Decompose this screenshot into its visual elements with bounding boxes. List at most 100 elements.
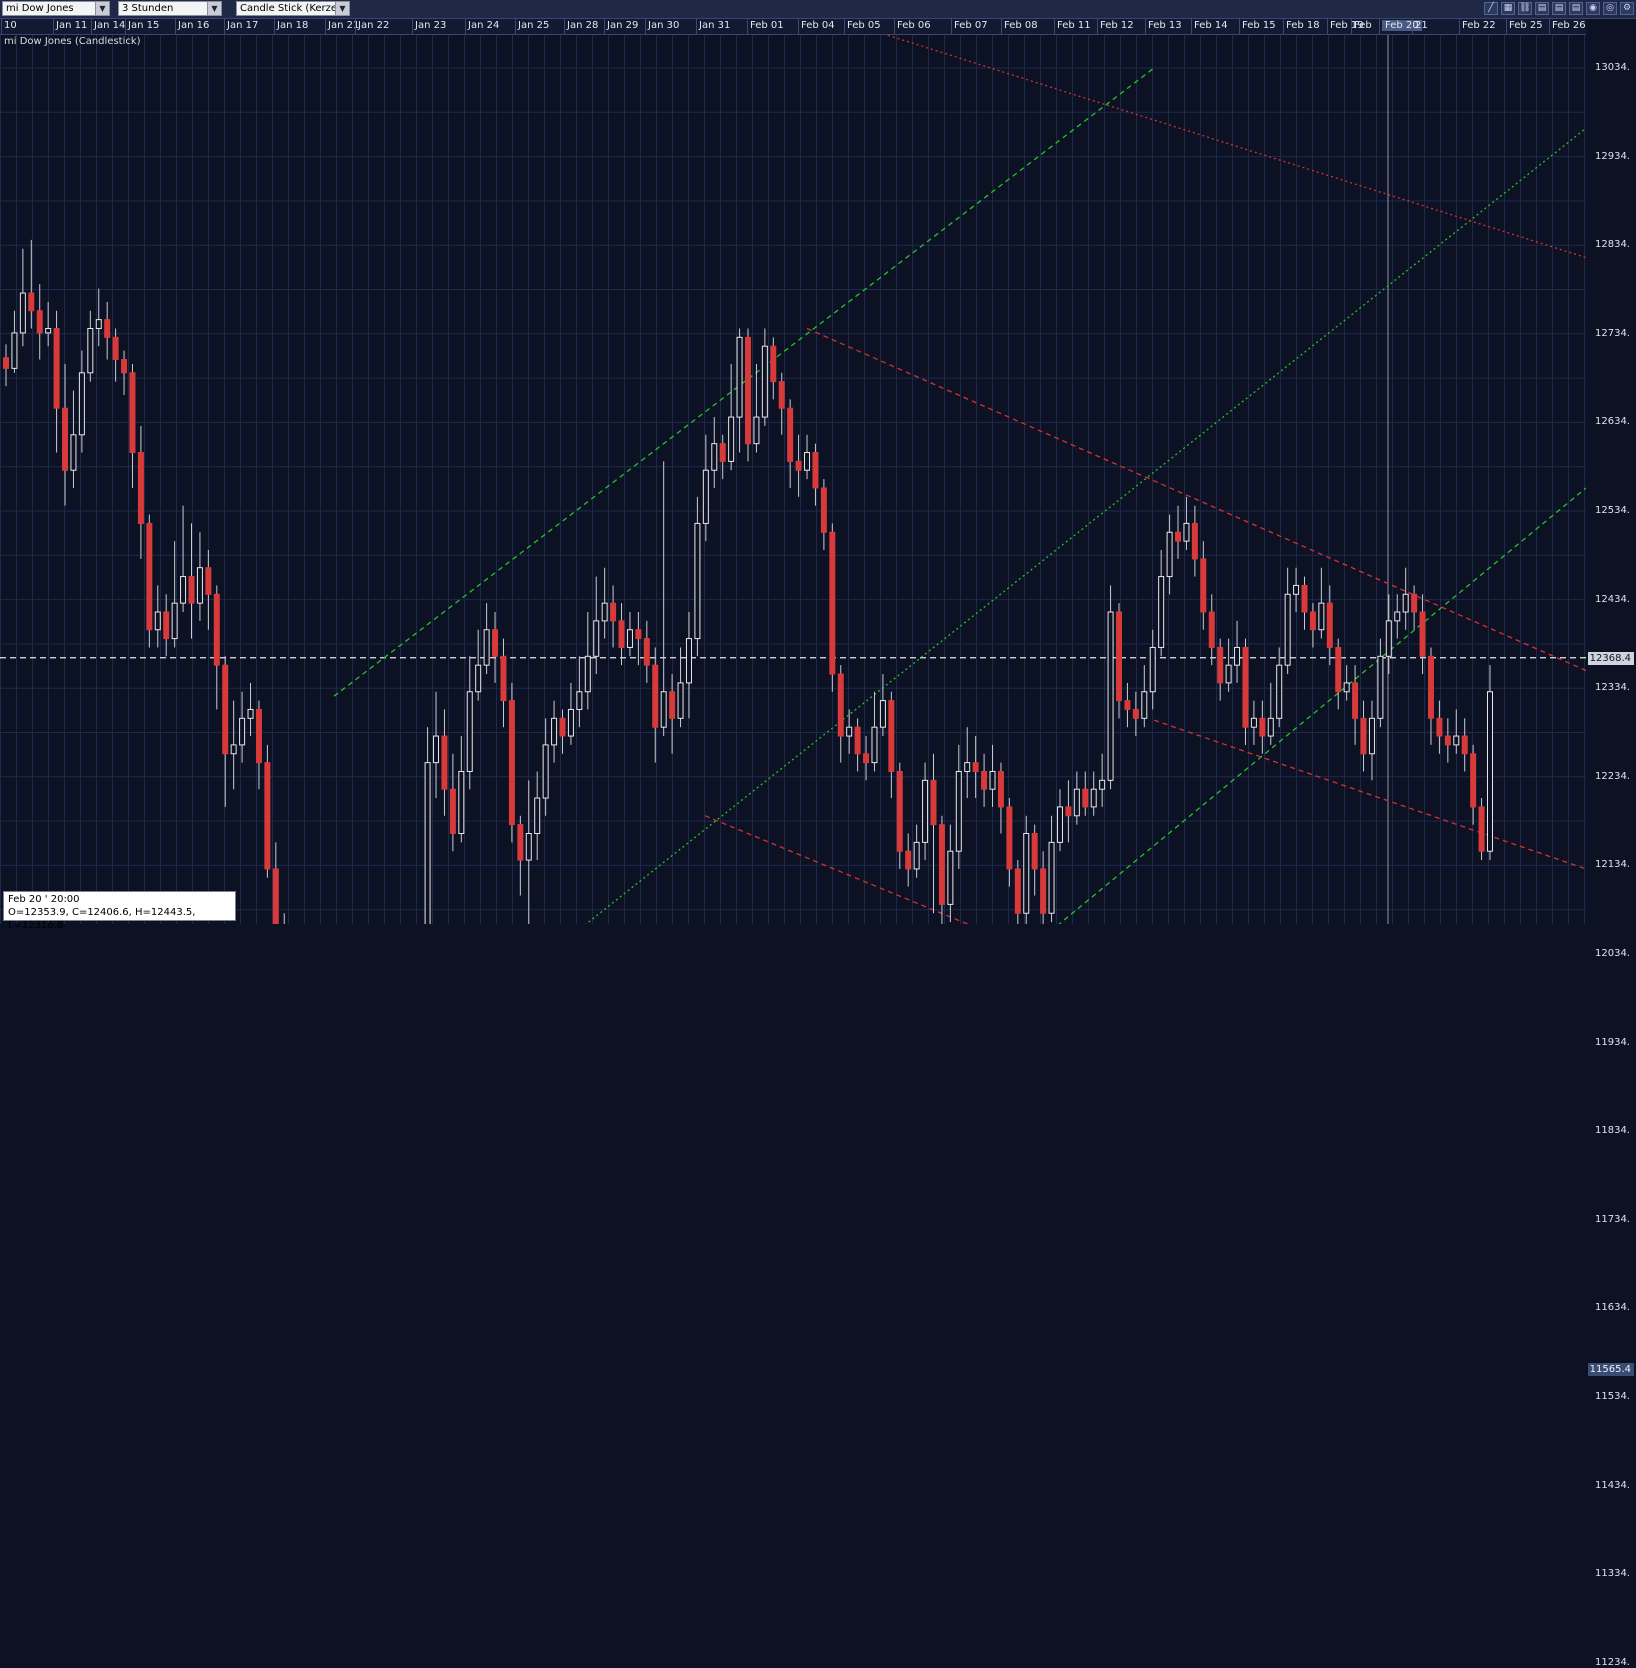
price-tick-label: 11934.: [1595, 1036, 1630, 1048]
candle-up: [154, 611, 161, 631]
candle-up: [171, 602, 178, 640]
instrument-select-value: mi Dow Jones: [6, 3, 74, 14]
date-label: Jan 21: [328, 20, 360, 31]
candle-down: [53, 327, 60, 409]
candle-down: [1436, 717, 1443, 737]
chart-type-select[interactable]: Candle Stick (Kerze ▼: [236, 1, 350, 16]
date-label: Feb 26: [1552, 20, 1586, 31]
date-label: Jan 15: [128, 20, 160, 31]
candle-up: [542, 744, 549, 799]
table-icon[interactable]: ▤: [1569, 2, 1583, 15]
date-label: 21: [1415, 20, 1428, 31]
draw-line-icon[interactable]: ╱: [1484, 2, 1498, 15]
candle-up: [483, 629, 490, 666]
date-label: Jan 24: [468, 20, 500, 31]
candle-down: [1217, 646, 1224, 684]
candle-down: [1360, 717, 1367, 755]
date-axis: 10 Jan 11 Jan 14 Jan 15 Jan 16 Jan 17 Jan 18 Ja…: [0, 19, 1586, 35]
price-tick-label: 11834.: [1595, 1125, 1630, 1137]
candle-up: [1293, 584, 1300, 595]
candle-up: [1276, 664, 1283, 719]
candle-up: [70, 434, 77, 471]
chart-type-select-value: Candle Stick (Kerze: [240, 3, 338, 14]
candle-down: [745, 336, 751, 445]
candle-up: [879, 700, 886, 728]
candle-up: [475, 664, 482, 693]
gear-icon[interactable]: ⚙: [1620, 2, 1634, 15]
table-icon[interactable]: ▤: [1552, 2, 1566, 15]
candlestick-chart[interactable]: [0, 35, 1586, 924]
date-label: 10: [4, 20, 17, 31]
candle-up: [955, 770, 962, 852]
candle-up: [1225, 664, 1232, 684]
candle-down: [449, 788, 456, 835]
candle-down: [205, 567, 212, 595]
date-label: Jan 25: [518, 20, 550, 31]
candle-up: [1368, 717, 1375, 755]
price-tick-label: 12334.: [1595, 682, 1630, 694]
price-tick-label: 13034.: [1595, 62, 1630, 73]
date-separator: [1145, 19, 1146, 34]
date-label: Feb 06: [897, 20, 931, 31]
date-label: Feb 18: [1286, 20, 1320, 31]
current-price-flag: 12368.4: [1588, 651, 1634, 665]
candle-up: [601, 602, 608, 622]
link-icon[interactable]: ⛓: [1518, 2, 1532, 15]
instrument-select[interactable]: mi Dow Jones ▼: [2, 1, 110, 16]
candle-down: [610, 602, 617, 622]
trendline: [806, 327, 1586, 672]
candle-down: [1040, 868, 1047, 914]
candle-down: [770, 345, 777, 383]
candle-down: [837, 673, 844, 737]
table-icon[interactable]: ▤: [1535, 2, 1549, 15]
candle-up: [1073, 788, 1080, 817]
candle-down: [137, 452, 144, 524]
candle-down: [121, 358, 128, 374]
chevron-down-icon[interactable]: ▼: [95, 2, 109, 15]
candle-down: [1132, 708, 1139, 719]
price-tick-label: 12634.: [1595, 416, 1630, 428]
candle-down: [829, 531, 836, 675]
candle-down: [1309, 611, 1316, 631]
candle-up: [1166, 531, 1173, 578]
candle-down: [1082, 788, 1089, 808]
candle-up: [247, 708, 254, 719]
date-label: Feb 13: [1148, 20, 1182, 31]
candle-down: [652, 664, 659, 728]
candle-down: [264, 762, 271, 870]
date-separator: [1, 19, 2, 34]
circle-icon[interactable]: ◉: [1586, 2, 1600, 15]
date-separator: [951, 19, 952, 34]
candle-down: [1065, 806, 1072, 817]
trendline: [1153, 719, 1586, 870]
date-label: Jan 22: [358, 20, 390, 31]
price-tick-label: 11534.: [1595, 1391, 1630, 1402]
grid-icon[interactable]: ▦: [1501, 2, 1515, 15]
price-tick-label: 12834.: [1595, 239, 1630, 251]
candle-up: [230, 744, 237, 755]
candle-up: [964, 762, 971, 772]
chevron-down-icon[interactable]: ▼: [335, 2, 349, 15]
chevron-down-icon[interactable]: ▼: [207, 2, 221, 15]
date-label: Jan 16: [178, 20, 210, 31]
date-label: Jan 14: [94, 20, 126, 31]
candle-down: [1006, 806, 1013, 870]
date-label: Feb 15: [1242, 20, 1276, 31]
candle-up: [11, 332, 18, 369]
candle-down: [146, 522, 153, 631]
interval-select[interactable]: 3 Stunden ▼: [118, 1, 222, 16]
candle-up: [728, 416, 735, 462]
candle-up: [913, 841, 920, 870]
price-tick-label: 12534.: [1595, 505, 1630, 516]
candle-down: [36, 310, 43, 334]
candle-down: [820, 487, 827, 533]
candle-down: [163, 611, 170, 640]
candle-up: [584, 655, 591, 693]
candle-up: [1158, 576, 1165, 648]
candle-up: [846, 726, 853, 737]
candle-down: [213, 593, 220, 666]
candle-down: [1478, 806, 1485, 852]
candle-up: [1107, 611, 1114, 781]
record-icon[interactable]: ◎: [1603, 2, 1617, 15]
price-axis: 13034. 12934. 12834. 12734. 12634. 12534. 1243…: [1586, 35, 1636, 1668]
